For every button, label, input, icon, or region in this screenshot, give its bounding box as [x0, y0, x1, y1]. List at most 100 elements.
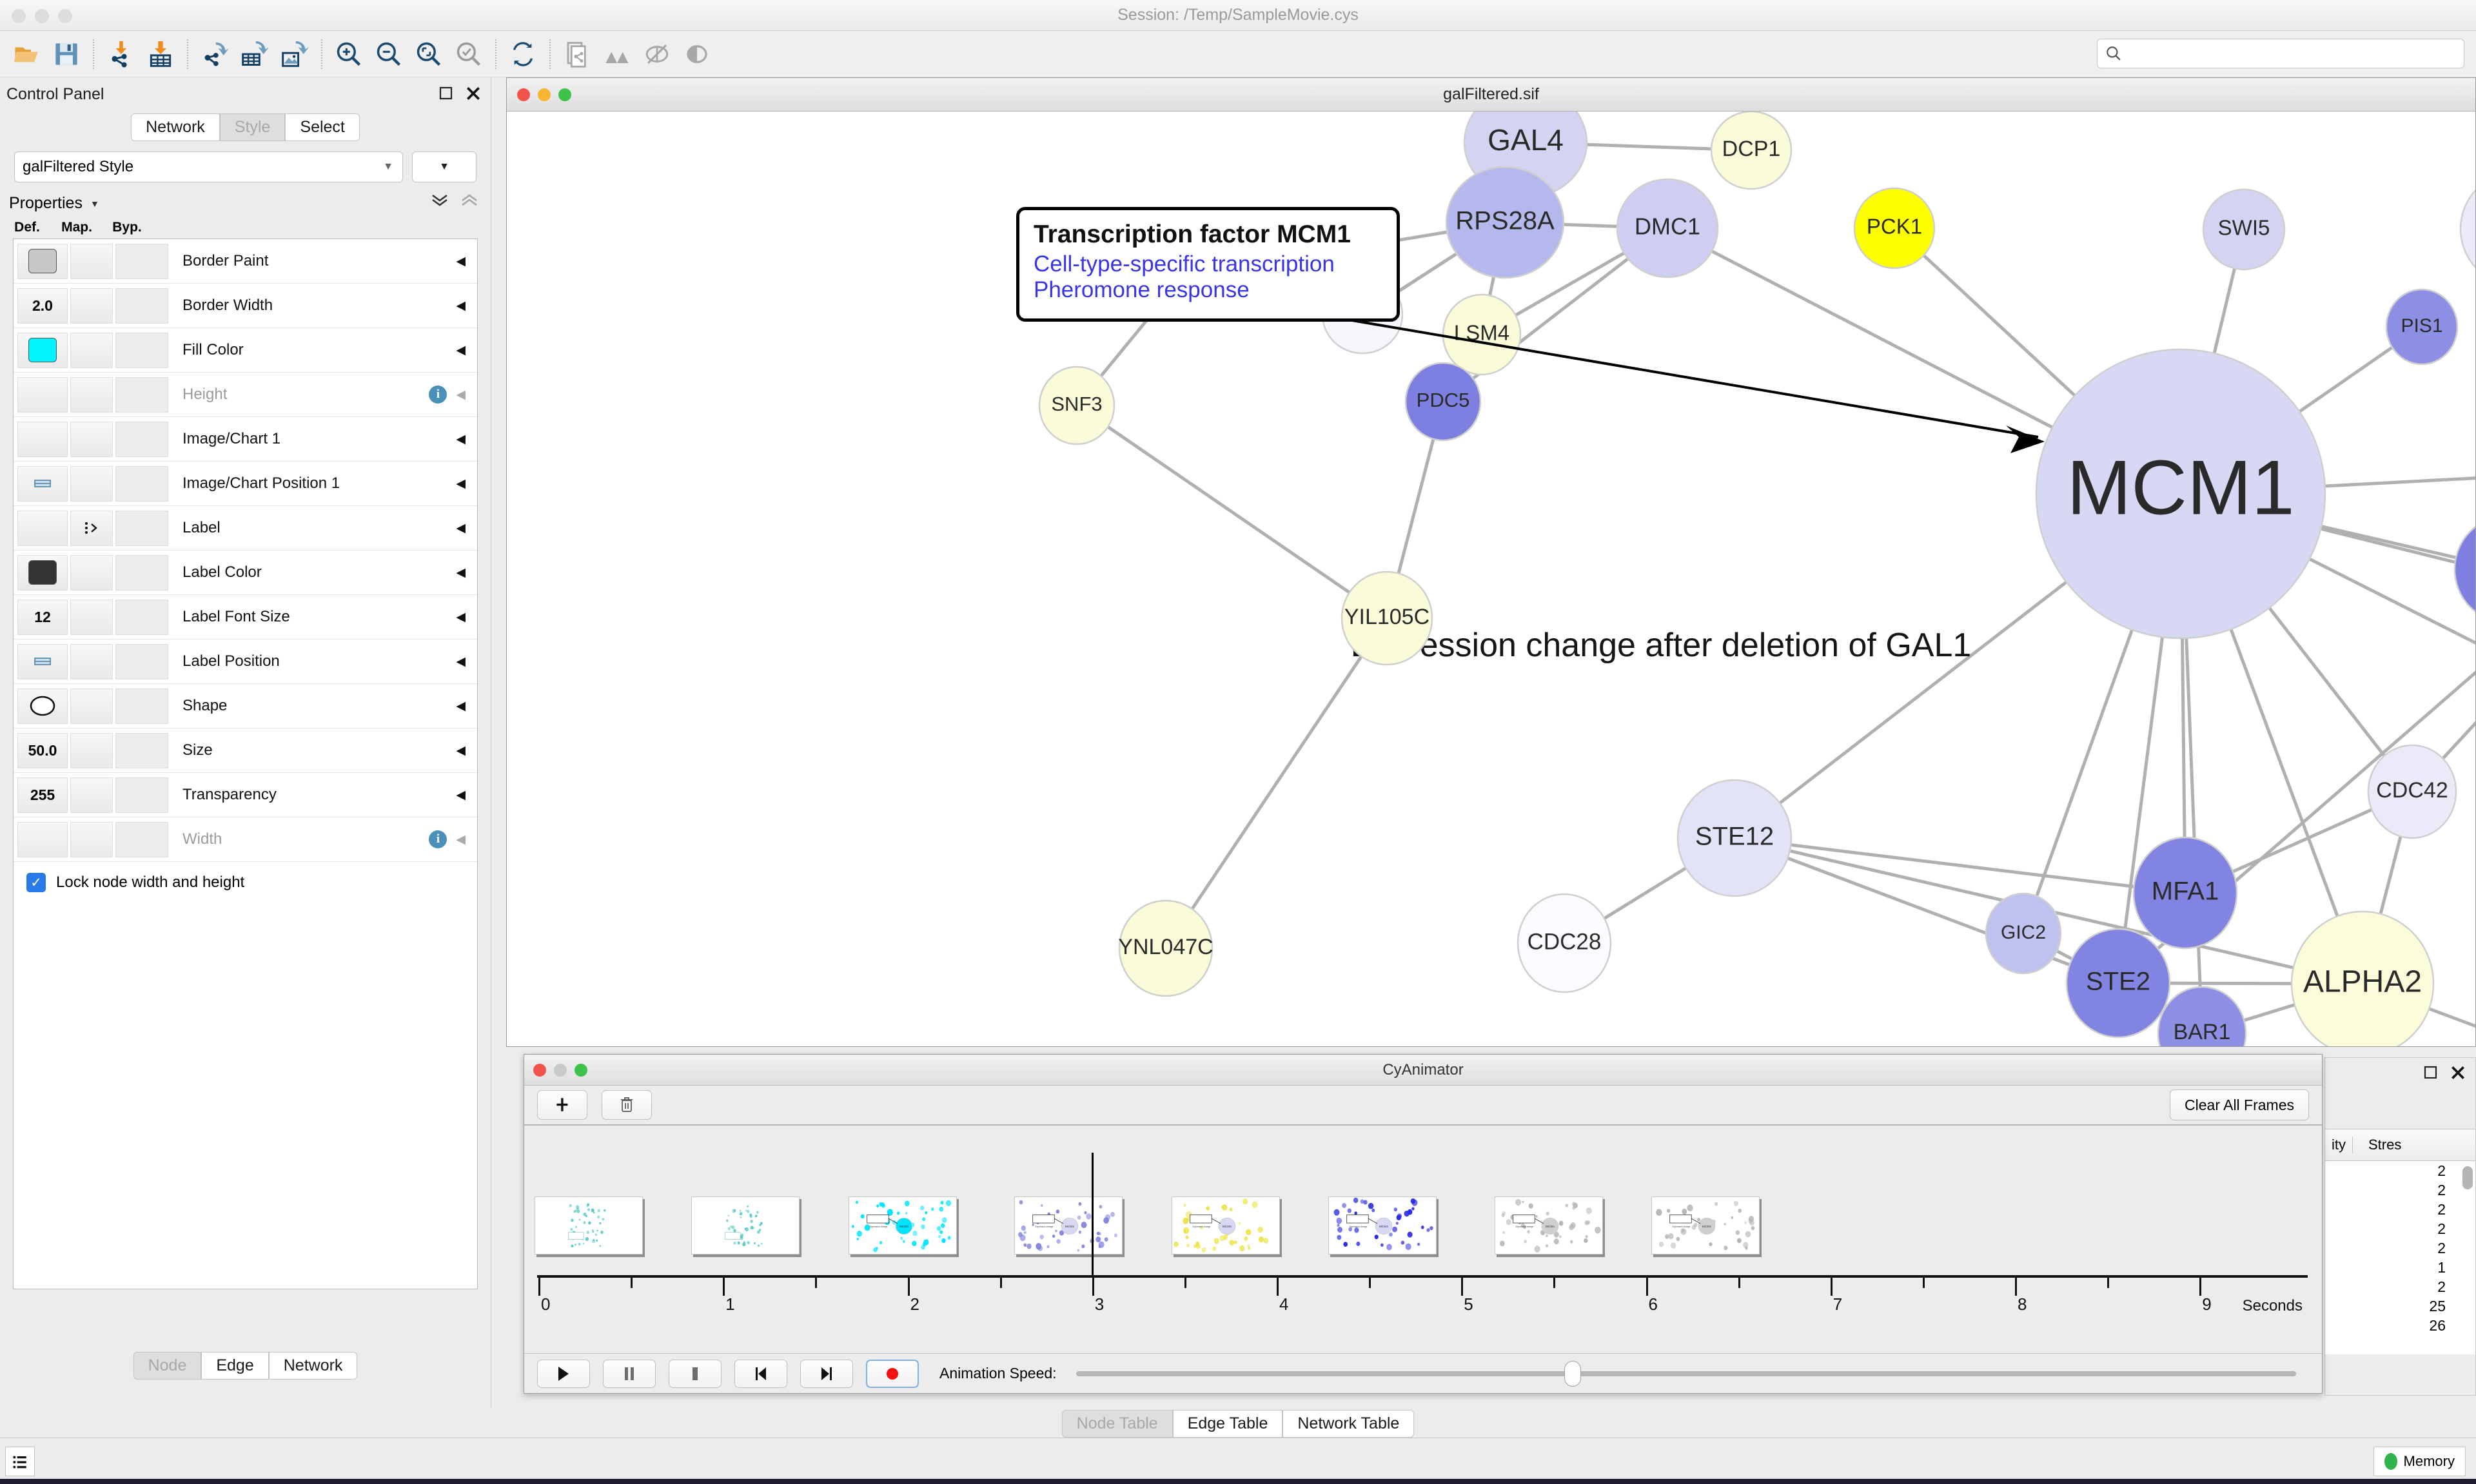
slider-knob[interactable] [1564, 1360, 1581, 1387]
property-row[interactable]: 255 Transparency ◀ [14, 773, 477, 817]
cyanimator-window-controls[interactable] [533, 1063, 587, 1077]
step-back-button[interactable] [734, 1359, 787, 1388]
property-bypass-cell[interactable] [115, 510, 168, 546]
property-mapping-cell[interactable] [70, 421, 113, 457]
expand-all-icon[interactable] [460, 193, 479, 210]
property-expand-arrow[interactable]: ◀ [456, 788, 466, 802]
zoom-in-icon[interactable] [329, 34, 369, 74]
property-mapping-cell[interactable] [70, 376, 113, 413]
property-default-cell[interactable] [17, 821, 68, 857]
minimize-icon[interactable] [538, 88, 551, 101]
property-row[interactable]: Label ◀ [14, 506, 477, 551]
stop-button[interactable] [669, 1359, 722, 1388]
info-icon[interactable]: i [429, 830, 447, 848]
float-panel-icon[interactable] [439, 86, 453, 104]
property-bypass-cell[interactable] [115, 732, 168, 768]
export-image-icon[interactable] [275, 34, 315, 74]
property-mapping-cell[interactable] [70, 643, 113, 679]
play-button[interactable] [537, 1359, 590, 1388]
node-shape[interactable] [1038, 366, 1115, 445]
property-mapping-cell[interactable] [70, 777, 113, 813]
tab-select[interactable]: Select [285, 113, 360, 141]
property-expand-arrow[interactable]: ◀ [456, 565, 466, 580]
property-row[interactable]: Label Position ◀ [14, 639, 477, 684]
node-shape[interactable] [2385, 288, 2459, 366]
annotation-box[interactable]: Transcription factor MCM1 Cell-type-speci… [1016, 207, 1400, 322]
node-shape[interactable] [2132, 836, 2238, 950]
animation-frame-thumbnail[interactable] [535, 1196, 643, 1255]
hide-selected-icon[interactable] [637, 34, 677, 74]
refresh-layout-icon[interactable] [503, 34, 543, 74]
pause-button[interactable] [603, 1359, 656, 1388]
tab-network-style[interactable]: Network [268, 1352, 358, 1380]
delete-frame-button[interactable] [602, 1090, 652, 1120]
property-default-cell[interactable] [17, 688, 68, 724]
property-expand-arrow[interactable]: ◀ [456, 432, 466, 446]
node-shape[interactable] [2290, 910, 2435, 1046]
property-mapping-cell[interactable] [70, 688, 113, 724]
property-expand-arrow[interactable]: ◀ [456, 254, 466, 268]
property-expand-arrow[interactable]: ◀ [456, 654, 466, 669]
cyanimator-timeline[interactable]: Seconds MCM1 Expression change MCM1 Express… [531, 1126, 2315, 1314]
color-swatch[interactable] [28, 560, 57, 585]
node-table-scrollbar[interactable] [2462, 1166, 2473, 1189]
animation-frame-thumbnail[interactable] [691, 1196, 800, 1255]
lock-width-height-row[interactable]: ✓ Lock node width and height [14, 862, 477, 903]
network-node[interactable]: SWI5 [2202, 188, 2286, 271]
property-default-cell[interactable] [17, 421, 68, 457]
node-shape[interactable] [1616, 178, 1719, 278]
close-table-icon[interactable] [2450, 1064, 2466, 1084]
show-all-icon[interactable] [677, 34, 717, 74]
network-node[interactable]: SNF3 [1038, 366, 1115, 445]
network-node[interactable]: MFA1 [2132, 836, 2238, 950]
node-shape[interactable] [1517, 893, 1612, 993]
style-options-menu-button[interactable]: ▼ [412, 151, 477, 182]
property-default-cell[interactable]: 2.0 [17, 288, 68, 324]
window-controls[interactable] [12, 9, 72, 23]
new-network-icon[interactable] [557, 34, 597, 74]
animation-speed-slider[interactable] [1076, 1360, 2296, 1388]
node-shape[interactable] [2065, 928, 2171, 1039]
property-mapping-cell[interactable] [70, 732, 113, 768]
property-row[interactable]: Height i ◀ [14, 373, 477, 417]
minimize-window-dot[interactable] [35, 9, 49, 23]
tab-edge-table[interactable]: Edge Table [1172, 1410, 1283, 1438]
property-mapping-cell[interactable] [70, 243, 113, 279]
style-select[interactable]: galFiltered Style ▼ [14, 151, 403, 182]
property-row[interactable]: Image/Chart Position 1 ◀ [14, 462, 477, 506]
property-mapping-cell[interactable] [70, 554, 113, 591]
close-panel-icon[interactable] [465, 85, 482, 105]
property-mapping-cell[interactable] [70, 465, 113, 502]
tab-edge[interactable]: Edge [201, 1352, 269, 1380]
property-row[interactable]: Border Paint ◀ [14, 239, 477, 284]
zoom-out-icon[interactable] [369, 34, 409, 74]
node-table-body[interactable]: 2 2 2 2 2 1 2 25 26 [2325, 1161, 2475, 1354]
edge[interactable] [1076, 404, 1388, 620]
maximize-icon[interactable] [575, 1063, 587, 1077]
property-row[interactable]: Shape ◀ [14, 684, 477, 728]
edge[interactable] [2411, 465, 2475, 793]
minimize-icon[interactable] [554, 1063, 567, 1077]
float-table-icon[interactable] [2424, 1066, 2438, 1083]
property-default-cell[interactable] [17, 643, 68, 679]
network-node[interactable]: YIL105C [1341, 571, 1433, 666]
tab-network[interactable]: Network [131, 113, 220, 141]
property-bypass-cell[interactable] [115, 688, 168, 724]
timeline-playhead[interactable] [1091, 1153, 1094, 1275]
tab-node-table[interactable]: Node Table [1061, 1410, 1173, 1438]
export-network-icon[interactable] [195, 34, 235, 74]
property-bypass-cell[interactable] [115, 599, 168, 635]
property-bypass-cell[interactable] [115, 376, 168, 413]
property-expand-arrow[interactable]: ◀ [456, 832, 466, 846]
node-shape[interactable] [2367, 744, 2457, 839]
property-expand-arrow[interactable]: ◀ [456, 387, 466, 402]
node-shape[interactable] [2453, 516, 2475, 622]
zoom-selected-icon[interactable] [449, 34, 489, 74]
import-network-icon[interactable] [101, 34, 141, 74]
property-row[interactable]: Width i ◀ [14, 817, 477, 862]
property-expand-arrow[interactable]: ◀ [456, 476, 466, 491]
network-node[interactable]: CDC42 [2367, 744, 2457, 839]
property-default-cell[interactable] [17, 376, 68, 413]
property-default-cell[interactable] [17, 554, 68, 591]
property-default-cell[interactable] [17, 510, 68, 546]
